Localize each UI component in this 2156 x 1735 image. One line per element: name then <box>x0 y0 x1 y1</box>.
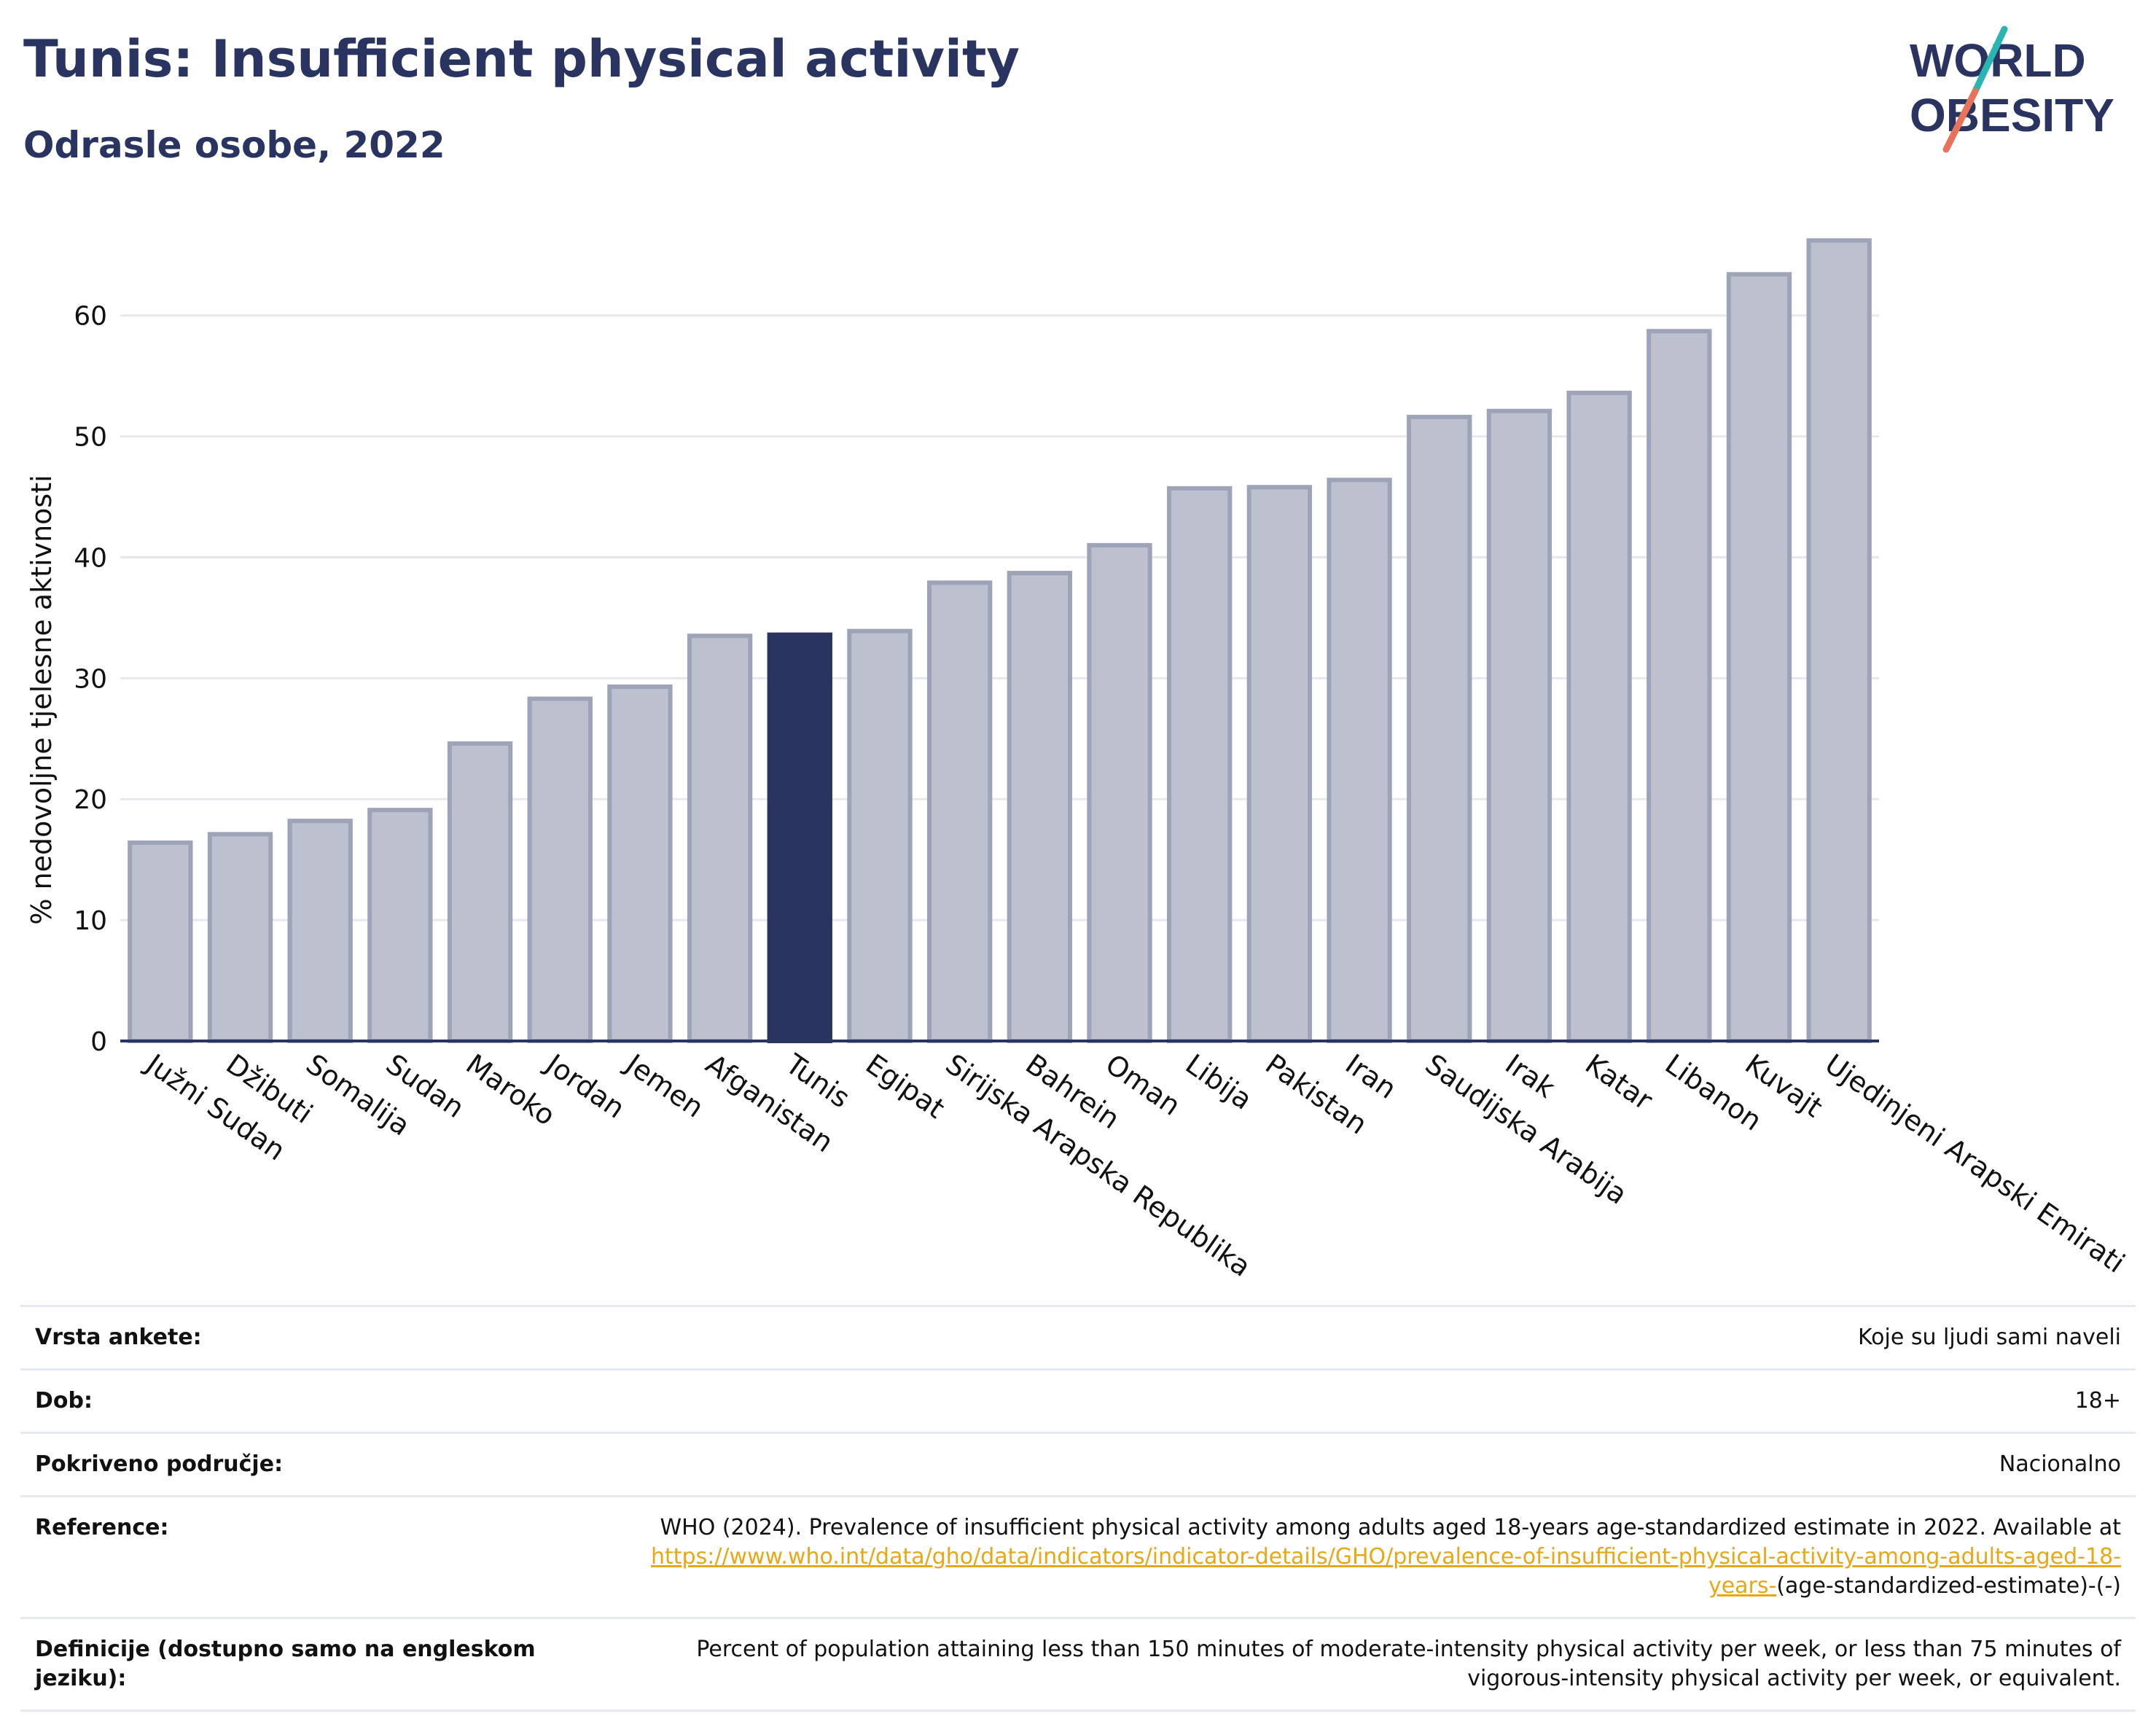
bar-chart: 0 10 20 30 40 50 60 Južni SudanDžibutiSomalija… <box>26 238 2130 1283</box>
x-tick-label: Katar <box>1579 1048 1659 1116</box>
bar <box>1087 542 1152 1043</box>
bar <box>1246 485 1313 1043</box>
reference-text: WHO (2024). Prevalence of insufficient p… <box>660 1515 2121 1540</box>
y-tick-label: 60 <box>74 302 107 332</box>
bar <box>687 633 753 1043</box>
bar <box>1327 477 1392 1043</box>
info-value: Koje su ljudi sami naveli <box>1857 1325 2121 1350</box>
bar <box>1486 408 1552 1043</box>
bar <box>128 840 193 1043</box>
reference-link[interactable]: https://www.who.int/data/gho/data/indica… <box>651 1544 2121 1599</box>
bar <box>1407 415 1472 1043</box>
info-label: Dob: <box>35 1388 93 1414</box>
logo-line2: OBESITY <box>1910 89 2114 141</box>
bar <box>207 832 273 1043</box>
bar <box>447 741 513 1043</box>
y-tick-labels: 0 10 20 30 40 50 60 <box>74 302 107 1057</box>
x-tick-label: Maroko <box>460 1048 561 1131</box>
y-tick-label: 20 <box>74 785 107 815</box>
info-row-age: Dob: 18+ <box>20 1369 2136 1433</box>
bar <box>926 580 993 1043</box>
x-tick-label: Libija <box>1180 1048 1258 1116</box>
info-label: Reference: <box>35 1515 169 1540</box>
bar <box>287 819 353 1043</box>
x-tick-labels: Južni SudanDžibutiSomalijaSudanMarokoJor… <box>139 1047 2130 1283</box>
bar <box>1007 571 1073 1043</box>
bars <box>128 238 1872 1044</box>
info-table: Vrsta ankete: Koje su ljudi sami naveli … <box>20 1305 2136 1712</box>
info-label: Vrsta ankete: <box>35 1325 202 1350</box>
logo-slash-teal <box>1972 26 2008 95</box>
page-subtitle: Odrasle osobe, 2022 <box>23 124 445 166</box>
bar <box>527 696 593 1043</box>
y-tick-label: 0 <box>90 1027 107 1057</box>
y-tick-label: 30 <box>74 664 107 694</box>
y-tick-label: 50 <box>74 423 107 453</box>
bar <box>1647 329 1712 1044</box>
bar <box>847 628 913 1043</box>
world-obesity-logo: WORLD OBESITY <box>1910 26 2114 153</box>
y-tick-label: 40 <box>74 543 107 573</box>
info-row-coverage: Pokriveno područje: Nacionalno <box>20 1432 2136 1497</box>
y-axis-label: % nedovoljne tjelesne aktivnosti <box>26 475 58 924</box>
reference-suffix: (age-standardized-estimate)-(-) <box>1776 1573 2121 1599</box>
bar-highlighted <box>767 632 832 1043</box>
info-value: WHO (2024). Prevalence of insufficient p… <box>574 1497 2136 1618</box>
info-value: 18+ <box>2074 1388 2121 1414</box>
x-tick-label: Ujedinjeni Arapski Emirati <box>1819 1048 2130 1279</box>
info-label: Definicije (dostupno samo na engleskom j… <box>35 1637 536 1691</box>
x-tick-label: Jemen <box>619 1047 709 1123</box>
info-row-reference: Reference: WHO (2024). Prevalence of ins… <box>20 1496 2136 1618</box>
bar <box>367 808 433 1043</box>
logo-slash-coral <box>1942 87 1979 153</box>
bar <box>607 684 673 1044</box>
info-label: Pokriveno područje: <box>35 1451 284 1477</box>
bar <box>1566 390 1632 1043</box>
info-value: Percent of population attaining less tha… <box>696 1637 2121 1691</box>
bar <box>1806 238 1872 1044</box>
x-tick-label: Iran <box>1340 1048 1402 1105</box>
bar <box>1167 486 1233 1043</box>
info-value: Nacionalno <box>1999 1451 2121 1477</box>
x-tick-label: Irak <box>1499 1048 1561 1104</box>
info-row-survey-type: Vrsta ankete: Koje su ljudi sami naveli <box>20 1306 2136 1370</box>
bar <box>1726 272 1792 1043</box>
x-tick-label: Egipat <box>860 1048 950 1124</box>
info-row-definitions: Definicije (dostupno samo na engleskom j… <box>20 1618 2136 1711</box>
page-title: Tunis: Insufficient physical activity <box>23 29 1020 89</box>
y-tick-label: 10 <box>74 906 107 936</box>
